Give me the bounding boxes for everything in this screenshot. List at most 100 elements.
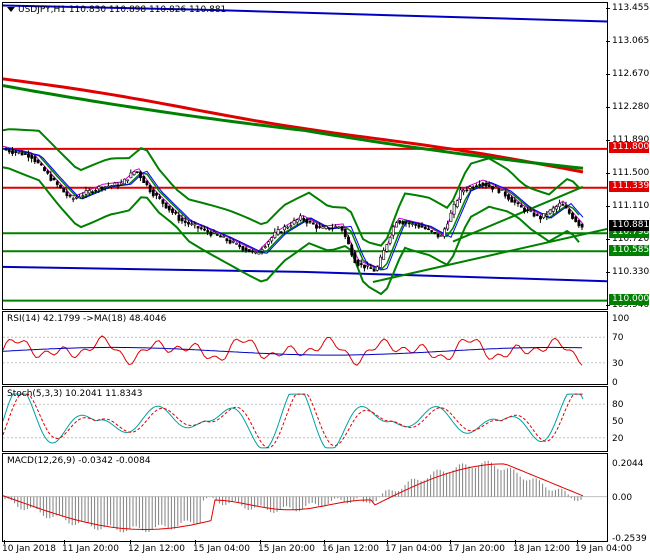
candle-body	[193, 223, 197, 226]
rsi-scale-label: 100	[612, 314, 630, 324]
candle-body	[235, 242, 238, 245]
candle-body	[27, 154, 30, 158]
time-axis-label: 15 Jan 20:00	[258, 544, 315, 554]
macd-scale-label: -0.2539	[612, 534, 647, 545]
stochastic-main-line	[3, 393, 584, 449]
candle-body	[577, 220, 581, 227]
candle-body	[145, 180, 149, 186]
candle-body	[359, 263, 363, 265]
candle-body	[340, 226, 344, 231]
candle-body	[535, 214, 539, 216]
price-scale-label: 111.500	[612, 168, 650, 179]
candle-body	[187, 222, 190, 225]
candle-body	[391, 226, 395, 236]
candle-body	[212, 231, 216, 234]
macd-signal-line	[3, 463, 584, 530]
candle-body	[353, 252, 357, 264]
candle-body	[30, 154, 34, 159]
candle-body	[4, 148, 8, 151]
price-scale-tick	[606, 271, 610, 273]
candle-body	[507, 194, 510, 200]
candle-body	[129, 172, 133, 179]
candle-body	[209, 231, 213, 236]
level-price-tag: 110.000	[609, 294, 649, 306]
candle-body	[372, 268, 376, 272]
candle-body	[369, 267, 373, 269]
candle-body	[475, 185, 478, 188]
price-scale-tick	[606, 238, 610, 240]
price-scale-tick	[606, 140, 610, 142]
candle-body	[500, 189, 504, 191]
price-scale-tick	[606, 41, 610, 43]
candle-body	[135, 171, 139, 173]
candle-body	[97, 186, 101, 190]
candle-body	[459, 189, 462, 200]
candle-body	[327, 227, 331, 230]
candle-body	[571, 212, 574, 219]
price-scale-tick	[606, 8, 610, 10]
candle-body	[123, 178, 126, 185]
candle-body	[558, 202, 562, 208]
candle-body	[263, 246, 267, 248]
candle-body	[295, 219, 299, 223]
candle-body	[190, 223, 194, 225]
stochastic-canvas	[3, 393, 607, 449]
time-axis-label: 17 Jan 20:00	[448, 544, 505, 554]
candle-body	[219, 235, 222, 238]
time-axis-label: 12 Jan 12:00	[128, 544, 185, 554]
price-scale-tick	[606, 304, 610, 306]
trend-line	[372, 227, 607, 283]
rsi-scale-label: 0	[612, 378, 618, 388]
candle-body	[446, 223, 450, 230]
candle-body	[455, 200, 459, 208]
price-scale-label: 110.720	[612, 233, 650, 244]
trend-line	[452, 185, 584, 243]
candle-body	[183, 220, 187, 223]
candle-body	[443, 228, 446, 237]
candle-body	[449, 212, 453, 222]
candle-body	[222, 236, 226, 238]
candle-body	[487, 184, 491, 187]
price-scale-label: 111.110	[612, 201, 650, 211]
candle-body	[343, 228, 347, 237]
candle-body	[33, 156, 37, 163]
moving-average-line	[3, 265, 607, 283]
candle-body	[142, 176, 146, 184]
candle-body	[23, 153, 27, 155]
price-chart-canvas	[3, 4, 607, 302]
candle-body	[11, 150, 14, 154]
candle-body	[171, 208, 174, 213]
candle-body	[206, 230, 210, 233]
candle-body	[62, 188, 66, 193]
candle-body	[260, 249, 264, 252]
candle-body	[283, 226, 286, 231]
candle-body	[398, 220, 402, 224]
candle-body	[46, 170, 50, 174]
candle-body	[273, 231, 277, 238]
time-axis-label: 18 Jan 12:00	[513, 544, 570, 554]
candle-body	[119, 182, 123, 185]
candle-body	[481, 182, 485, 185]
chart-menu-arrow-icon[interactable]	[7, 7, 15, 12]
price-scale-label: 112.670	[612, 69, 650, 80]
stochastic-pane[interactable]: Stoch(5,3,3) 10.2041 11.8343	[2, 386, 608, 452]
time-axis-tick	[387, 540, 388, 544]
candle-body	[17, 151, 21, 154]
candle-body	[299, 215, 302, 221]
macd-pane[interactable]: MACD(12,26,9) -0.0342 -0.0084	[2, 453, 608, 542]
candle-body	[71, 198, 75, 200]
rsi-pane[interactable]: RSI(14) 42.1799 ->MA(18) 48.4046	[2, 311, 608, 385]
candle-body	[375, 266, 379, 271]
price-scale-label: 111.890	[612, 135, 650, 146]
price-chart-pane[interactable]: USDJPY,H1 110.830 110.898 110.826 110.88…	[2, 2, 608, 310]
time-axis-tick	[324, 540, 325, 544]
rsi-label: RSI(14) 42.1799 ->MA(18) 48.4046	[7, 314, 167, 324]
candle-body	[91, 191, 94, 194]
candle-body	[167, 205, 171, 211]
candle-body	[513, 199, 517, 203]
macd-scale-label: 0.2044	[612, 459, 644, 470]
candle-body	[564, 205, 568, 209]
price-scale-tick	[606, 107, 610, 109]
candle-body	[151, 189, 155, 197]
candle-body	[228, 239, 232, 244]
